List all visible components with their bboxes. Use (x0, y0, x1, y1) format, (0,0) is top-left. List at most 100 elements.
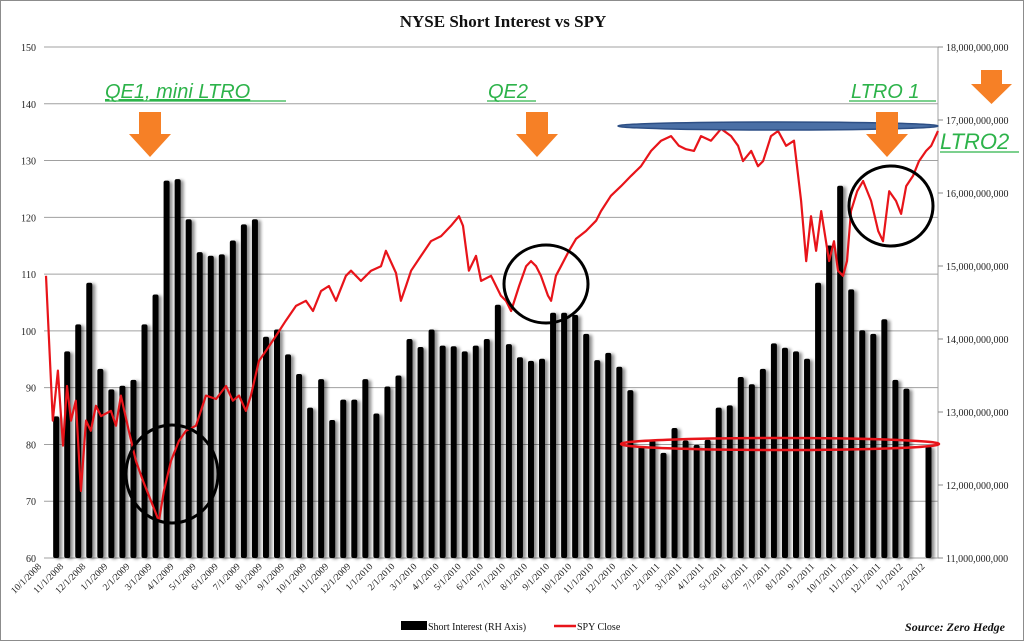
annotation-qe2: QE2 (488, 81, 528, 103)
short-interest-bar (748, 384, 755, 558)
short-interest-bar (472, 345, 479, 558)
short-interest-bar (174, 179, 181, 558)
short-interest-bar (296, 374, 303, 558)
short-interest-bar (362, 379, 369, 558)
arrow-down-icon (971, 70, 1012, 104)
short-interest-bar (97, 368, 104, 558)
short-interest-bar (903, 388, 910, 558)
short-interest-bar (737, 376, 744, 558)
blue-resistance-ellipse (617, 121, 939, 131)
annotation-ltro2: LTRO2 (940, 129, 1009, 154)
annotation-ltro1: LTRO 1 (851, 81, 920, 103)
short-interest-bar (870, 333, 877, 558)
short-interest-bar (925, 446, 932, 558)
short-interest-bar (461, 351, 468, 558)
short-interest-bar (141, 324, 148, 558)
circle-ltro (847, 164, 935, 248)
short-interest-bar (892, 379, 899, 558)
short-interest-bar (417, 347, 424, 558)
short-interest-bar (682, 440, 689, 558)
short-interest-bar (428, 329, 435, 558)
left-tick-label: 150 (21, 43, 36, 54)
legend-bar-swatch (401, 621, 427, 630)
right-tick-label: 14,000,000,000 (946, 335, 1009, 346)
legend-line-label: SPY Close (577, 622, 621, 633)
short-interest-bar (660, 452, 667, 558)
red-support-ellipse (619, 436, 941, 452)
short-interest-bar (351, 399, 358, 558)
left-tick-label: 60 (26, 554, 36, 565)
short-interest-bar (450, 346, 457, 558)
right-axis: 11,000,000,000 12,000,000,000 13,000,000,0… (937, 43, 1009, 565)
short-interest-bar (704, 439, 711, 558)
arrow-down-icon (866, 112, 908, 157)
short-interest-bar (307, 407, 314, 558)
legend-bar-label: Short Interest (RH Axis) (428, 622, 526, 633)
short-interest-bar (108, 389, 115, 558)
short-interest-bar (196, 252, 203, 558)
short-interest-bar (163, 180, 170, 558)
x-axis-labels: 10/1/200811/1/200812/1/20081/1/20092/1/2… (10, 562, 928, 596)
short-interest-bar (759, 368, 766, 558)
circle-qe2 (502, 243, 590, 325)
short-interest-bar (395, 375, 402, 558)
arrow-down-icon (129, 112, 171, 157)
short-interest-bar (251, 219, 258, 558)
short-interest-bar (262, 336, 269, 558)
short-interest-bar (505, 344, 512, 558)
short-interest-bar (848, 289, 855, 558)
short-interest-bar (561, 312, 568, 558)
short-interest-bar (373, 413, 380, 558)
short-interest-bar (439, 345, 446, 558)
short-interest-bar (329, 420, 336, 558)
right-tick-label: 15,000,000,000 (946, 262, 1009, 273)
short-interest-bar (130, 379, 137, 558)
short-interest-bar (406, 339, 413, 558)
short-interest-bar (185, 219, 192, 558)
short-interest-bar (715, 407, 722, 558)
short-interest-bar (64, 351, 71, 558)
short-interest-bar (649, 440, 656, 558)
short-interest-bar (527, 360, 534, 558)
short-interest-bar (804, 358, 811, 558)
short-interest-bar (516, 357, 523, 558)
short-interest-bar (86, 282, 93, 558)
short-interest-bar (781, 347, 788, 558)
left-tick-label: 140 (21, 100, 36, 111)
short-interest-bar (583, 333, 590, 558)
right-tick-label: 11,000,000,000 (946, 554, 1008, 565)
short-interest-bar (340, 399, 347, 558)
short-interest-bar (826, 245, 833, 558)
short-interest-bar (605, 352, 612, 558)
gridlines (44, 46, 938, 559)
short-interest-bar (285, 354, 292, 558)
left-tick-label: 130 (21, 157, 36, 168)
left-tick-label: 70 (26, 497, 36, 508)
right-tick-label: 13,000,000,000 (946, 408, 1009, 419)
right-tick-label: 17,000,000,000 (946, 116, 1009, 127)
short-interest-bar (859, 330, 866, 558)
arrow-down-icon (516, 112, 558, 157)
short-interest-bar (627, 390, 634, 558)
short-interest-bar (240, 224, 247, 558)
left-tick-label: 80 (26, 440, 36, 451)
short-interest-bar (726, 405, 733, 558)
short-interest-bar (616, 366, 623, 558)
right-tick-label: 12,000,000,000 (946, 481, 1009, 492)
short-interest-bar (693, 444, 700, 558)
short-interest-bar (218, 254, 225, 558)
short-interest-bar (274, 329, 281, 558)
spy-close-line (44, 127, 939, 523)
source-label: Source: Zero Hedge (905, 620, 1006, 634)
chart-title: NYSE Short Interest vs SPY (400, 12, 607, 31)
left-tick-label: 110 (21, 270, 36, 281)
short-interest-bar (572, 314, 579, 558)
short-interest-bar (119, 385, 126, 558)
circle-qe1-low (124, 423, 220, 525)
short-interest-bar (494, 304, 501, 558)
right-tick-label: 16,000,000,000 (946, 189, 1009, 200)
short-interest-bar (207, 255, 214, 558)
short-interest-bar (594, 360, 601, 558)
